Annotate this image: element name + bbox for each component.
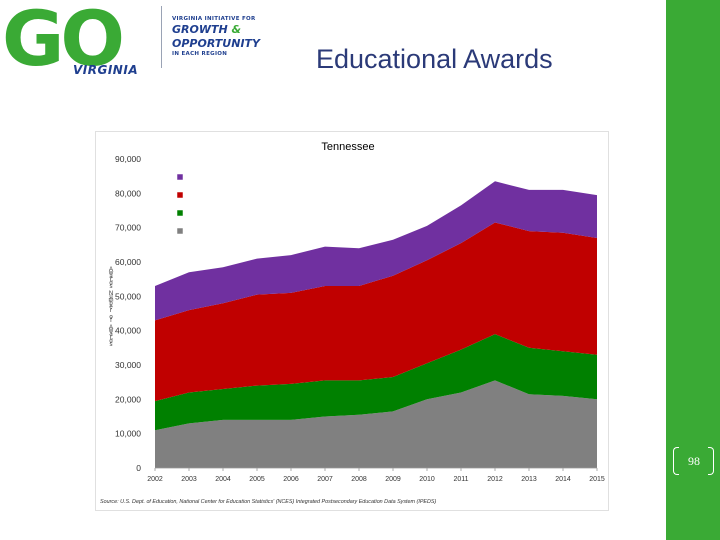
x-tick-label: 2012 [487, 476, 503, 483]
y-label-char: w [108, 270, 114, 276]
x-tick-label: 2002 [147, 476, 163, 483]
x-tick-label: 2009 [385, 476, 401, 483]
x-axis: 2002 2003 2004 2005 2006 2007 2008 2009 2010 2011… [147, 467, 605, 483]
y-tick-label: 50,000 [115, 291, 141, 301]
y-label-char: r [110, 308, 112, 314]
slide-title: Educational Awards [316, 44, 553, 74]
y-label-char: A [109, 325, 113, 331]
y-tick-label: 90,000 [115, 154, 141, 164]
y-tick-label: 80,000 [115, 188, 141, 198]
area-grad-or-prof-degree [155, 181, 597, 321]
x-tick-label: 2005 [249, 476, 265, 483]
area-layers [155, 181, 597, 468]
y-label-char: s [110, 342, 113, 348]
y-tick-label: 10,000 [115, 429, 141, 439]
x-tick-label: 2004 [215, 476, 231, 483]
y-label-char: b [109, 301, 113, 307]
logo-tagline: VIRGINIA INITIATIVE FOR GROWTH & OPPORTU… [172, 16, 260, 58]
y-label-char: s [110, 284, 113, 290]
legend-swatch [176, 173, 184, 181]
y-label-char: r [110, 277, 112, 283]
page-number-bracket-left [673, 447, 679, 475]
logo-line-growth: GROWTH & [172, 23, 260, 37]
x-tick-label: 2014 [555, 476, 571, 483]
y-label-char: m [109, 298, 114, 304]
y-label-char: o [109, 315, 113, 321]
logo-growth-word: GROWTH [172, 23, 228, 36]
stacked-area-chart: Tennessee 0 10,000 20,000 30,000 40,000 50,00… [100, 141, 605, 505]
y-label-char: N [109, 291, 113, 297]
y-label-char: A [109, 267, 113, 273]
y-label-char: d [109, 281, 112, 287]
source-note: Source: U.S. Dept. of Education, Nationa… [100, 499, 437, 505]
legend-label: Grad. or Prof. Degree [187, 172, 269, 182]
x-tick-label: 2010 [419, 476, 435, 483]
legend-swatch [176, 209, 184, 217]
x-tick-label: 2007 [317, 476, 333, 483]
logo-divider [161, 6, 162, 68]
logo-line-initiative: VIRGINIA INITIATIVE FOR [172, 16, 256, 22]
logo-line-region: IN EACH REGION [172, 51, 228, 57]
x-tick-label: 2011 [453, 476, 468, 483]
logo-line-opportunity: OPPORTUNITY [172, 37, 261, 50]
x-tick-label: 2015 [589, 476, 605, 483]
y-tick-label: 60,000 [115, 257, 141, 267]
y-label-char: a [109, 274, 113, 280]
legend-swatch [176, 227, 184, 235]
x-tick-label: 2006 [283, 476, 299, 483]
y-tick-label: 70,000 [115, 223, 141, 233]
y-tick-label: 30,000 [115, 360, 141, 370]
y-label-char: f [110, 318, 112, 324]
legend-label: Bachelor's degree [187, 190, 256, 200]
y-label-char: a [109, 332, 113, 338]
legend-label: Associate's degree [187, 208, 259, 218]
area-certificate [155, 380, 597, 468]
logo-ampersand: & [231, 23, 242, 36]
y-label-char: u [109, 294, 112, 300]
legend-swatch [176, 191, 184, 199]
x-tick-label: 2013 [521, 476, 537, 483]
x-tick-label: 2008 [351, 476, 367, 483]
y-label-char: w [108, 328, 114, 334]
legend: Grad. or Prof. Degree Bachelor's degree As… [176, 172, 269, 236]
logo-letters: GO [2, 0, 125, 83]
y-label-char: r [110, 335, 112, 341]
x-tick-label: 2003 [181, 476, 197, 483]
page-number-bracket-right [708, 447, 714, 475]
logo-state-name: VIRGINIA [73, 63, 139, 77]
y-label-char: e [109, 304, 113, 310]
y-axis: 0 10,000 20,000 30,000 40,000 50,000 60,000 70,… [115, 154, 141, 473]
legend-label: Certificate [187, 226, 226, 236]
y-tick-label: 0 [136, 463, 141, 473]
y-label-char: d [109, 338, 112, 344]
chart-title: Tennessee [321, 141, 374, 153]
go-virginia-logo: GO VIRGINIA VIRGINIA INITIATIVE FOR GROW… [0, 0, 260, 85]
y-tick-label: 40,000 [115, 326, 141, 336]
page-number: 98 [688, 454, 700, 468]
area-associate-s-degree [155, 334, 597, 431]
area-bachelor-s-degree [155, 222, 597, 402]
y-tick-label: 20,000 [115, 394, 141, 404]
